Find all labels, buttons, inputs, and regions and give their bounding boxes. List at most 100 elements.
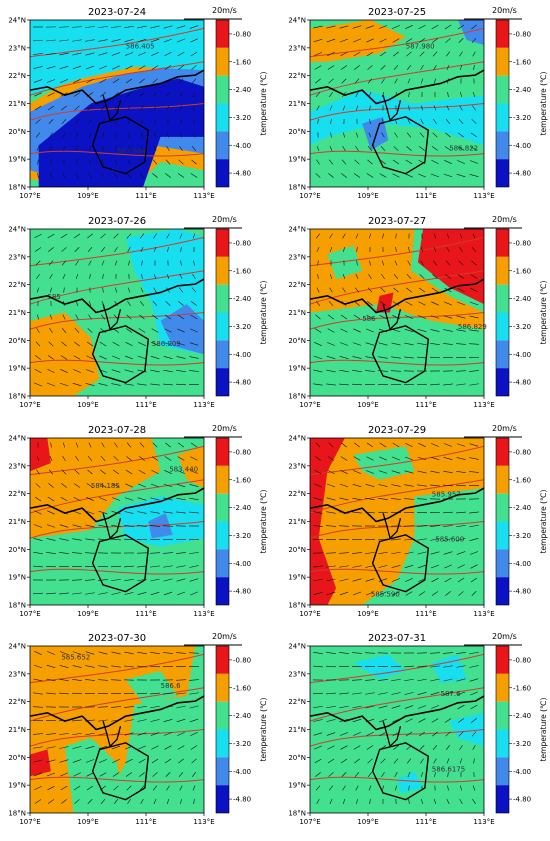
wind-arrow xyxy=(432,260,438,266)
wind-arrow xyxy=(190,456,198,461)
y-tick-label: 22°N xyxy=(288,490,306,498)
wind-arrow xyxy=(406,132,412,138)
wind-arrow xyxy=(352,578,362,582)
wind-arrow xyxy=(326,565,336,568)
wind-arrow xyxy=(365,497,375,501)
panel-fields xyxy=(310,646,484,813)
wind-arrow xyxy=(339,552,349,554)
wind-arrow xyxy=(365,484,375,487)
contour-label: 586.405 xyxy=(126,42,155,50)
temperature-region xyxy=(449,712,484,747)
y-tick-label: 19°N xyxy=(288,156,306,164)
wind-arrow xyxy=(163,356,173,359)
colorbar-segment xyxy=(216,493,229,522)
wind-arrow xyxy=(33,565,43,568)
wind-arrow xyxy=(433,246,437,253)
wind-arrow xyxy=(342,273,346,280)
wind-arrow xyxy=(165,301,171,306)
colorbar-tick-label: -0.80 xyxy=(513,656,531,664)
map-panel-8: 587.6 586.6175 2023-07-31 20m/s 107°E 109°E 11… xyxy=(288,632,548,826)
wind-arrow xyxy=(34,496,42,502)
wind-arrow xyxy=(165,442,171,448)
wind-arrow xyxy=(314,65,322,70)
wind-arrow xyxy=(405,38,413,43)
wind-arrow xyxy=(189,511,199,514)
wind-arrow xyxy=(340,456,348,461)
temperature-region xyxy=(56,329,79,355)
wind-arrow xyxy=(328,314,334,320)
wind-arrow xyxy=(405,173,413,178)
wind-arrow xyxy=(367,145,373,152)
wind-arrow xyxy=(443,691,453,696)
wind-arrow xyxy=(365,578,375,582)
wind-arrow xyxy=(405,731,413,737)
wind-arrow xyxy=(420,78,424,84)
wind-arrow xyxy=(356,260,358,266)
wind-arrow xyxy=(191,78,197,84)
panel-fields xyxy=(310,438,484,605)
wind-arrow xyxy=(431,301,439,306)
wind-arrow xyxy=(327,469,335,475)
colorbar-tick-label: -4.00 xyxy=(513,351,531,359)
geopotential-contour xyxy=(310,312,484,330)
colorbar-tick-label: -2.40 xyxy=(513,504,531,512)
wind-arrow xyxy=(111,52,121,56)
geopotential-contour xyxy=(310,653,484,684)
wind-arrow xyxy=(72,678,82,682)
wind-arrow xyxy=(167,246,169,253)
wind-arrow xyxy=(445,744,451,751)
wind-arrow xyxy=(98,383,108,386)
wind-arrow xyxy=(59,678,69,682)
wind-arrow xyxy=(137,732,147,736)
wind-arrow xyxy=(124,578,134,582)
wind-arrow xyxy=(433,758,437,764)
wind-arrow xyxy=(444,146,452,151)
wind-arrow xyxy=(315,92,321,97)
wind-arrow xyxy=(391,679,401,681)
colorbar-tick-label: -0.80 xyxy=(513,448,531,456)
wind-arrow xyxy=(315,772,321,777)
wind-arrow xyxy=(458,731,464,737)
wind-arrow xyxy=(472,105,476,111)
x-tick-label: 109°E xyxy=(77,401,98,409)
wind-arrow xyxy=(141,273,143,280)
wind-arrow xyxy=(469,665,479,668)
wind-arrow xyxy=(431,159,439,165)
wind-arrow xyxy=(379,591,387,596)
wind-arrow xyxy=(48,247,54,252)
wind-arrow xyxy=(150,665,160,668)
wind-arrow xyxy=(459,64,463,71)
wind-arrow xyxy=(59,52,69,56)
y-tick-label: 19°N xyxy=(8,365,26,373)
colorbar-tick-label: -2.40 xyxy=(233,504,251,512)
colorbar-segment xyxy=(496,549,509,578)
wind-arrow xyxy=(430,456,440,461)
wind-arrow xyxy=(176,552,186,554)
wind-arrow xyxy=(378,692,388,695)
wind-arrow xyxy=(404,692,414,695)
wind-arrow xyxy=(176,356,186,359)
colorbar-tick-label: -1.60 xyxy=(513,684,531,692)
geopotential-contour xyxy=(310,150,484,157)
wind-arrow xyxy=(34,786,42,790)
wind-arrow xyxy=(380,287,386,293)
wind-arrow xyxy=(34,651,42,655)
wind-arrow xyxy=(316,287,320,293)
wind-arrow xyxy=(36,327,40,334)
wind-arrow xyxy=(163,578,173,582)
wind-arrow xyxy=(152,91,158,98)
wind-arrow xyxy=(180,246,182,253)
temperature-region xyxy=(353,654,406,680)
wind-arrow xyxy=(150,511,160,514)
wind-arrow xyxy=(59,733,69,735)
wind-arrow xyxy=(163,38,173,43)
wind-arrow xyxy=(189,565,199,568)
wind-arrow xyxy=(392,442,400,448)
colorbar-tick-label: -1.60 xyxy=(233,684,251,692)
wind-arrow xyxy=(457,24,465,30)
wind-arrow xyxy=(328,159,334,165)
y-tick-label: 19°N xyxy=(288,782,306,790)
contour-label: 583.440 xyxy=(169,465,198,473)
wind-arrow xyxy=(46,678,56,682)
wind-arrow xyxy=(443,538,453,541)
